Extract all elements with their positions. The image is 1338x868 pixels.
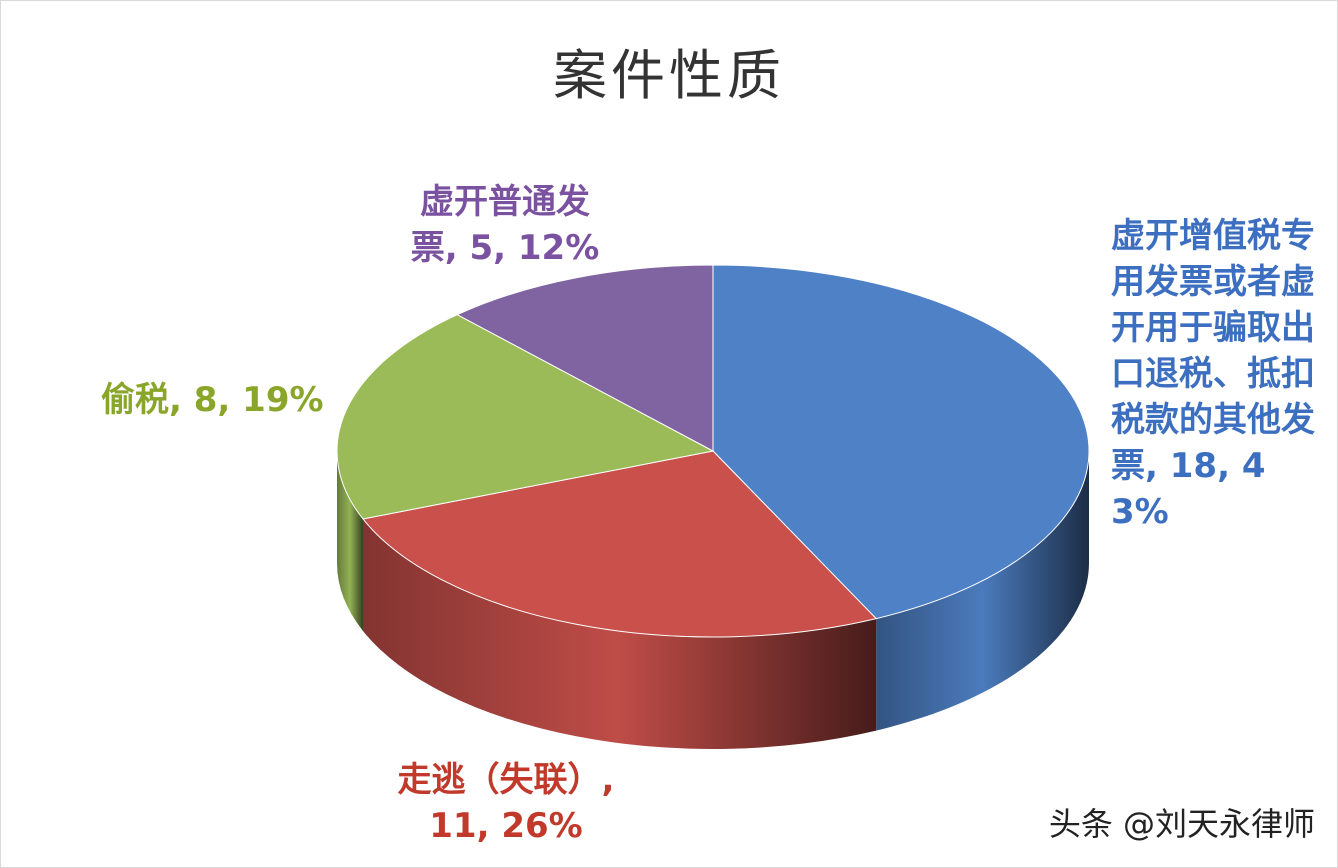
slice-top	[336, 314, 715, 520]
chart-title: 案件性质	[553, 44, 785, 107]
pie-slice	[456, 264, 714, 452]
slice-top	[712, 264, 1090, 620]
slice-top	[456, 264, 714, 452]
slice-side	[337, 451, 363, 631]
pie-slice	[362, 450, 878, 749]
watermark: 头条 @刘天永律师	[1048, 805, 1315, 843]
data-label: 走逃（失联）, 11, 26%	[397, 760, 615, 846]
pie-slice	[336, 314, 715, 631]
slice-top	[362, 450, 878, 638]
data-label: 偷税, 8, 19%	[101, 380, 324, 420]
slice-side	[362, 518, 877, 749]
data-label: 虚开增值税专用发票或者虚开用于骗取出口退税、抵扣税款的其他发票, 18, 43%	[1111, 216, 1315, 532]
slice-side	[876, 451, 1089, 731]
data-label: 虚开普通发票, 5, 12%	[410, 182, 600, 268]
pie-slice	[712, 264, 1090, 731]
